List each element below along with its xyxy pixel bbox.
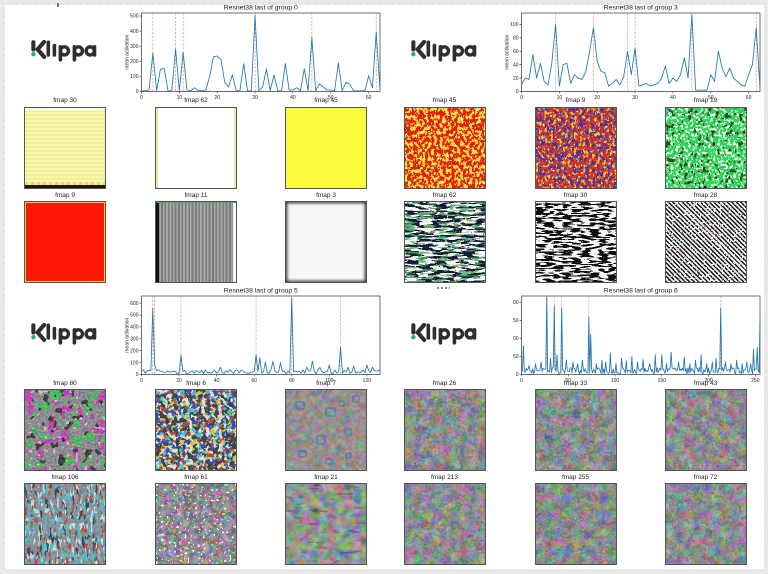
svg-text:500: 500: [130, 14, 139, 20]
svg-text:80: 80: [512, 36, 518, 42]
svg-text:0: 0: [140, 95, 143, 101]
svg-text:00: 00: [512, 336, 518, 342]
svg-text:100: 100: [510, 22, 519, 28]
svg-text:20: 20: [594, 95, 600, 101]
svg-text:300: 300: [130, 336, 139, 342]
svg-text:50: 50: [565, 378, 571, 384]
svg-text:40: 40: [214, 378, 220, 384]
svg-text:30: 30: [252, 95, 258, 101]
svg-text:0: 0: [140, 378, 143, 384]
svg-text:10: 10: [177, 95, 183, 101]
svg-text:0: 0: [136, 372, 139, 378]
svg-text:600: 600: [130, 300, 139, 306]
svg-text:50: 50: [708, 95, 714, 101]
svg-text:200: 200: [130, 59, 139, 65]
svg-text:120: 120: [363, 378, 372, 384]
svg-text:0: 0: [520, 378, 523, 384]
svg-text:300: 300: [130, 44, 139, 50]
svg-text:mean activation: mean activation: [125, 34, 131, 69]
svg-text:40: 40: [670, 95, 676, 101]
svg-text:60: 60: [745, 95, 751, 101]
svg-text:40: 40: [290, 95, 296, 101]
svg-text:Resnet38 last of group 3: Resnet38 last of group 3: [603, 5, 677, 12]
svg-text:60: 60: [512, 49, 518, 55]
svg-text:400: 400: [130, 324, 139, 330]
svg-text:Resnet38 last of group 0: Resnet38 last of group 0: [224, 5, 298, 12]
svg-text:20: 20: [512, 76, 518, 82]
svg-text:100: 100: [130, 360, 139, 366]
svg-text:50: 50: [512, 318, 518, 324]
svg-text:mean activation: mean activation: [125, 317, 131, 352]
svg-text:200: 200: [704, 378, 713, 384]
svg-text:20: 20: [176, 378, 182, 384]
svg-text:0: 0: [515, 89, 518, 95]
svg-text:100: 100: [130, 74, 139, 80]
svg-text:40: 40: [512, 62, 518, 68]
svg-text:400: 400: [130, 29, 139, 35]
svg-text:50: 50: [512, 354, 518, 360]
svg-text:100: 100: [610, 378, 619, 384]
svg-text:Resnet38 last of group 5: Resnet38 last of group 5: [224, 287, 298, 294]
svg-text:60: 60: [251, 378, 257, 384]
svg-text:10: 10: [556, 95, 562, 101]
svg-text:Resnet38 last of group 6: Resnet38 last of group 6: [603, 287, 677, 294]
svg-text:50: 50: [328, 95, 334, 101]
svg-text:80: 80: [289, 378, 295, 384]
svg-text:20: 20: [214, 95, 220, 101]
svg-text:500: 500: [130, 312, 139, 318]
svg-text:mean activation: mean activation: [504, 34, 510, 69]
svg-text:200: 200: [130, 348, 139, 354]
svg-text:60: 60: [366, 95, 372, 101]
svg-text:100: 100: [325, 378, 334, 384]
svg-text:30: 30: [632, 95, 638, 101]
svg-text:00: 00: [512, 300, 518, 306]
svg-text:250: 250: [751, 378, 760, 384]
svg-text:0: 0: [136, 89, 139, 95]
svg-text:150: 150: [657, 378, 666, 384]
svg-text:0: 0: [515, 372, 518, 378]
svg-text:0: 0: [520, 95, 523, 101]
